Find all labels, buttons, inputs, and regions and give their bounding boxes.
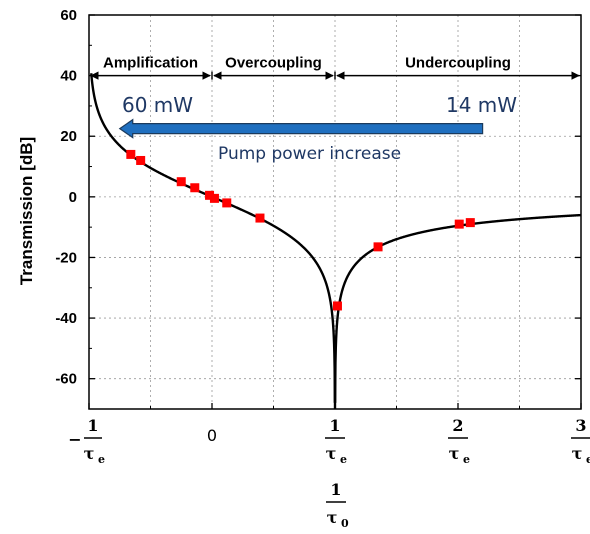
x-tick-numerator: 2 — [452, 416, 463, 435]
x-tick-denominator: τ — [572, 444, 583, 463]
y-tick-label: -20 — [55, 249, 77, 266]
pump-increase-label: Pump power increase — [218, 144, 401, 164]
data-point — [136, 155, 146, 165]
x-tick-minus: − — [68, 430, 81, 449]
x-tick-denominator: τ — [84, 444, 95, 463]
pump-arrow-shape — [118, 118, 484, 139]
data-point — [176, 177, 186, 187]
region-label: Undercoupling — [405, 55, 511, 72]
x-axis-label: 1 τ 0 — [326, 480, 349, 530]
data-point — [222, 198, 232, 208]
data-point — [126, 149, 136, 159]
x-tick-denominator: τ — [449, 444, 460, 463]
x-tick-subscript: e — [586, 453, 590, 466]
x-tick-denominator: τ — [326, 444, 337, 463]
y-tick-label: 20 — [60, 128, 77, 145]
data-point — [373, 242, 383, 252]
x-tick-subscript: e — [463, 453, 470, 466]
x-axis-label-denominator: τ — [327, 508, 338, 527]
transmission-curve-right — [333, 213, 582, 403]
data-points-layer — [126, 149, 475, 311]
y-tick-label: 40 — [60, 68, 77, 85]
x-tick-label: 1 τ e — [325, 416, 347, 466]
x-tick-label: 0 — [207, 426, 217, 445]
low-power-label: 14 mW — [446, 93, 517, 117]
data-point — [209, 193, 219, 203]
region-label: Amplification — [103, 55, 198, 72]
x-tick-subscript: e — [98, 453, 105, 466]
data-point — [205, 190, 215, 200]
data-point — [465, 218, 475, 228]
data-point — [255, 213, 265, 223]
pump-power-arrow — [118, 118, 484, 139]
x-tick-numerator: 1 — [329, 416, 340, 435]
data-point — [190, 183, 200, 193]
data-point — [332, 301, 342, 311]
x-axis-label-subscript: 0 — [341, 517, 349, 530]
high-power-label: 60 mW — [122, 93, 193, 117]
y-tick-label: -40 — [55, 310, 77, 327]
x-tick-label: 1 τ e − — [68, 416, 105, 466]
y-tick-label: -60 — [55, 371, 77, 388]
x-tick-subscript: e — [340, 453, 347, 466]
x-tick-label: 2 τ e — [448, 416, 470, 466]
x-tick-numerator: 3 — [575, 416, 586, 435]
x-tick-numerator: 1 — [87, 416, 98, 435]
x-tick-label: 3 τ e — [571, 416, 590, 466]
y-axis-label: Transmission [dB] — [17, 137, 36, 285]
y-tick-label: 0 — [69, 189, 77, 206]
axes — [88, 14, 582, 410]
region-annotations: Amplification Overcoupling Undercoupling — [90, 55, 580, 80]
x-axis-label-numerator: 1 — [330, 480, 341, 499]
data-point — [454, 219, 464, 229]
y-tick-label: 60 — [60, 7, 77, 24]
region-label: Overcoupling — [225, 55, 322, 72]
